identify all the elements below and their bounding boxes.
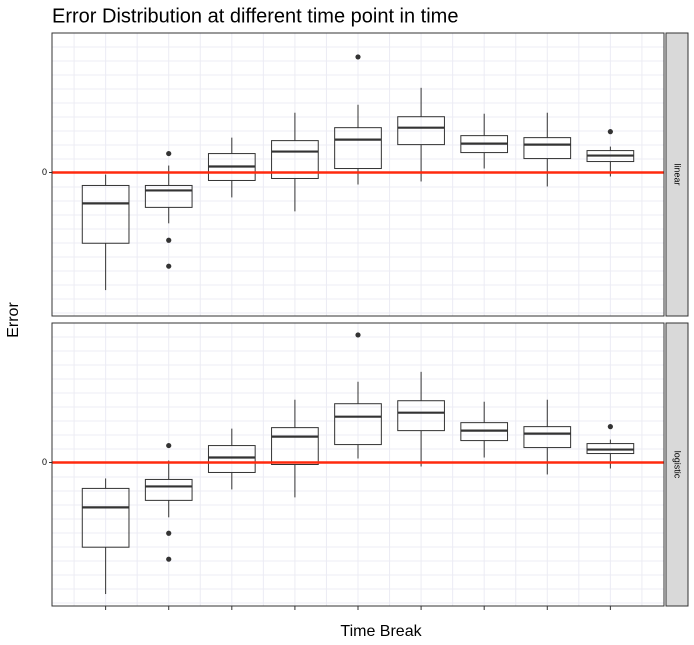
outlier [166,263,172,269]
panel-border [51,32,665,317]
box [334,127,382,170]
box [523,137,572,160]
outlier [607,129,613,135]
outlier [166,556,172,562]
x-axis-label: Time Break [340,623,422,640]
box [207,445,256,473]
box [397,116,445,146]
outlier [166,442,172,449]
outlier [166,237,172,243]
box [523,426,572,449]
y-tick-label: 0 [42,457,47,467]
strip-background [665,322,689,607]
box [397,400,445,432]
outlier [166,530,172,536]
outlier [607,424,613,430]
box [81,487,130,548]
y-tick-label: 0 [42,167,47,177]
outlier [355,54,361,60]
strip-background [665,32,689,317]
box [144,478,193,501]
chart-title: Error Distribution at different time poi… [52,5,458,27]
strip-label: logistic [673,451,683,479]
y-axis-label: Error [5,302,22,338]
box [334,403,382,446]
box [271,427,319,465]
box [271,140,319,179]
outlier [166,150,172,157]
outlier [355,332,361,338]
box [81,184,130,244]
strip-label: linear [673,163,683,185]
box [144,184,193,208]
